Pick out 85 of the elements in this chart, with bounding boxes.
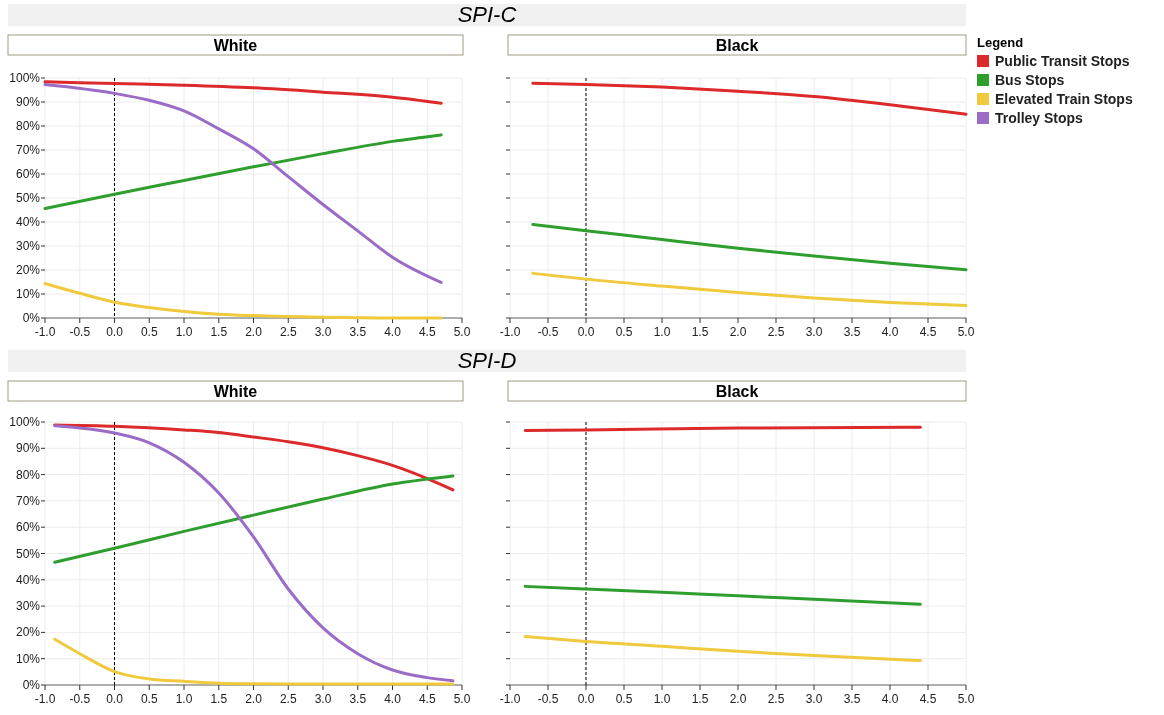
x-tick-label: 5.0 bbox=[453, 692, 471, 706]
x-tick-label: 0.5 bbox=[140, 692, 158, 706]
x-tick-label: 5.0 bbox=[957, 692, 975, 706]
chart-title: Black bbox=[715, 383, 759, 400]
legend-title: Legend bbox=[977, 35, 1024, 50]
y-tick-label: 10% bbox=[15, 287, 41, 301]
x-tick-label: 2.0 bbox=[245, 692, 263, 706]
x-tick-label: 5.0 bbox=[453, 325, 471, 339]
x-tick-label: 0.0 bbox=[577, 692, 595, 706]
y-tick-label: 70% bbox=[15, 143, 41, 157]
y-tick-label: 80% bbox=[15, 119, 41, 133]
x-tick-label: 4.5 bbox=[919, 692, 937, 706]
y-tick-label: 0% bbox=[22, 678, 41, 692]
x-tick-label: 3.5 bbox=[843, 692, 861, 706]
x-tick-label: 4.5 bbox=[418, 692, 436, 706]
x-tick-label: 4.0 bbox=[384, 325, 402, 339]
x-tick-label: 5.0 bbox=[957, 325, 975, 339]
x-tick-label: 4.0 bbox=[881, 692, 899, 706]
text: SPI-C bbox=[457, 2, 517, 27]
y-tick-label: 90% bbox=[15, 441, 41, 456]
y-tick-label: 20% bbox=[15, 625, 41, 640]
y-tick-label: 100% bbox=[9, 415, 41, 429]
x-tick-label: 0.0 bbox=[577, 325, 595, 339]
legend-label: Elevated Train Stops bbox=[995, 91, 1133, 107]
y-tick-label: 10% bbox=[15, 651, 41, 666]
x-tick-label: 2.5 bbox=[279, 692, 297, 706]
x-tick-label: 2.0 bbox=[729, 325, 747, 339]
text: SPI-D bbox=[457, 348, 517, 373]
x-tick-label: 4.0 bbox=[881, 325, 899, 339]
x-tick-label: 0.5 bbox=[615, 692, 633, 706]
x-tick-label: 4.5 bbox=[418, 325, 436, 339]
legend-label: Bus Stops bbox=[995, 72, 1065, 88]
x-tick-label: 1.0 bbox=[175, 325, 193, 339]
y-tick-label: 60% bbox=[15, 520, 41, 535]
y-tick-label: 30% bbox=[15, 239, 41, 253]
x-tick-label: 0.0 bbox=[106, 325, 124, 339]
x-tick-label: 1.5 bbox=[210, 325, 228, 339]
x-tick-label: -1.0 bbox=[34, 692, 56, 706]
x-tick-label: 0.0 bbox=[106, 692, 124, 706]
x-tick-label: 1.5 bbox=[691, 325, 709, 339]
y-tick-label: 50% bbox=[15, 546, 41, 561]
x-tick-label: 0.5 bbox=[140, 325, 158, 339]
x-tick-label: -0.5 bbox=[69, 692, 91, 706]
x-tick-label: 3.5 bbox=[349, 692, 367, 706]
x-tick-label: 1.5 bbox=[691, 692, 709, 706]
y-tick-label: 100% bbox=[9, 71, 41, 85]
x-tick-label: -0.5 bbox=[537, 325, 559, 339]
y-tick-label: 40% bbox=[15, 215, 41, 229]
x-tick-label: 3.0 bbox=[314, 692, 332, 706]
y-tick-label: 0% bbox=[22, 311, 41, 325]
y-tick-label: 20% bbox=[15, 263, 41, 277]
y-tick-label: 70% bbox=[15, 493, 41, 508]
x-tick-label: 1.0 bbox=[653, 692, 671, 706]
x-tick-label: 2.5 bbox=[279, 325, 297, 339]
x-tick-label: -1.0 bbox=[499, 692, 521, 706]
y-tick-label: 30% bbox=[15, 599, 41, 614]
y-tick-label: 50% bbox=[15, 191, 41, 205]
x-tick-label: -0.5 bbox=[537, 692, 559, 706]
x-tick-label: 1.0 bbox=[175, 692, 193, 706]
x-tick-label: 3.0 bbox=[314, 325, 332, 339]
y-tick-label: 60% bbox=[15, 167, 41, 181]
legend-label: Trolley Stops bbox=[995, 110, 1084, 126]
chart-title: Black bbox=[715, 37, 759, 54]
legend-label: Public Transit Stops bbox=[995, 53, 1130, 69]
x-tick-label: 2.0 bbox=[729, 692, 747, 706]
x-tick-label: -1.0 bbox=[499, 325, 521, 339]
y-tick-label: 80% bbox=[15, 467, 41, 482]
x-tick-label: 3.0 bbox=[805, 692, 823, 706]
x-tick-label: 1.0 bbox=[653, 325, 671, 339]
x-tick-label: 4.0 bbox=[384, 692, 402, 706]
chart-title: White bbox=[213, 37, 258, 54]
y-tick-label: 90% bbox=[15, 95, 41, 109]
x-tick-label: -0.5 bbox=[69, 325, 91, 339]
x-tick-label: 3.0 bbox=[805, 325, 823, 339]
y-tick-label: 40% bbox=[15, 572, 41, 587]
x-tick-label: 2.0 bbox=[245, 325, 263, 339]
x-tick-label: 3.5 bbox=[843, 325, 861, 339]
x-tick-label: 2.5 bbox=[767, 325, 785, 339]
x-tick-label: -1.0 bbox=[34, 325, 56, 339]
x-tick-label: 2.5 bbox=[767, 692, 785, 706]
x-tick-label: 4.5 bbox=[919, 325, 937, 339]
x-tick-label: 0.5 bbox=[615, 325, 633, 339]
chart-title: White bbox=[213, 383, 258, 400]
x-tick-label: 1.5 bbox=[210, 692, 228, 706]
x-tick-label: 3.5 bbox=[349, 325, 367, 339]
